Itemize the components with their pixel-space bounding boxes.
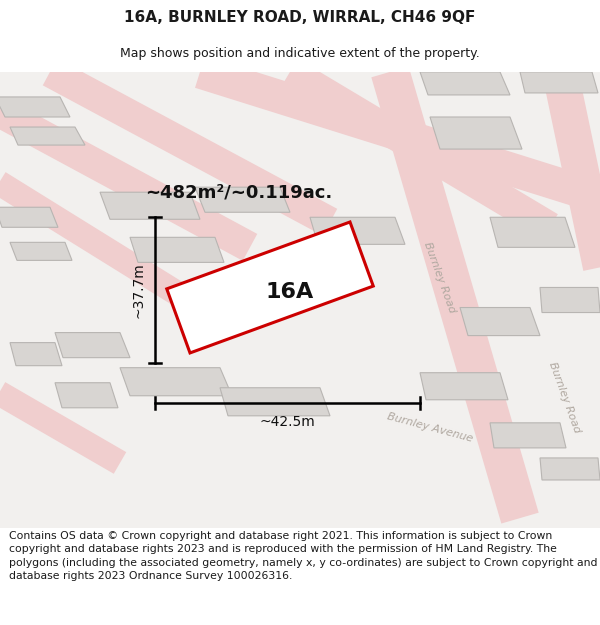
Polygon shape bbox=[10, 127, 85, 145]
Polygon shape bbox=[310, 217, 405, 244]
Polygon shape bbox=[0, 97, 70, 117]
Text: Contains OS data © Crown copyright and database right 2021. This information is : Contains OS data © Crown copyright and d… bbox=[9, 531, 598, 581]
Polygon shape bbox=[420, 372, 508, 400]
Polygon shape bbox=[100, 192, 200, 219]
Text: 16A: 16A bbox=[266, 282, 314, 302]
Polygon shape bbox=[420, 72, 510, 95]
Text: ~37.7m: ~37.7m bbox=[131, 262, 145, 318]
Polygon shape bbox=[490, 217, 575, 248]
Polygon shape bbox=[540, 458, 600, 480]
Text: ~482m²/~0.119ac.: ~482m²/~0.119ac. bbox=[145, 183, 332, 201]
Polygon shape bbox=[130, 238, 224, 262]
Text: 16A, BURNLEY ROAD, WIRRAL, CH46 9QF: 16A, BURNLEY ROAD, WIRRAL, CH46 9QF bbox=[124, 11, 476, 26]
Polygon shape bbox=[10, 242, 72, 261]
Polygon shape bbox=[167, 222, 373, 353]
Polygon shape bbox=[120, 368, 232, 396]
Polygon shape bbox=[195, 188, 290, 213]
Polygon shape bbox=[0, 208, 58, 227]
Text: Map shows position and indicative extent of the property.: Map shows position and indicative extent… bbox=[120, 48, 480, 61]
Text: Burnley Road: Burnley Road bbox=[547, 361, 583, 434]
Polygon shape bbox=[10, 342, 62, 366]
Polygon shape bbox=[215, 278, 320, 306]
Polygon shape bbox=[430, 117, 522, 149]
Polygon shape bbox=[520, 72, 598, 93]
Text: ~42.5m: ~42.5m bbox=[260, 415, 316, 429]
Text: Burnley Road: Burnley Road bbox=[422, 241, 458, 314]
Polygon shape bbox=[540, 288, 600, 312]
Text: Burnley Avenue: Burnley Avenue bbox=[386, 412, 474, 444]
Polygon shape bbox=[490, 423, 566, 448]
Polygon shape bbox=[55, 332, 130, 357]
Polygon shape bbox=[55, 382, 118, 408]
Polygon shape bbox=[460, 308, 540, 336]
Polygon shape bbox=[220, 388, 330, 416]
